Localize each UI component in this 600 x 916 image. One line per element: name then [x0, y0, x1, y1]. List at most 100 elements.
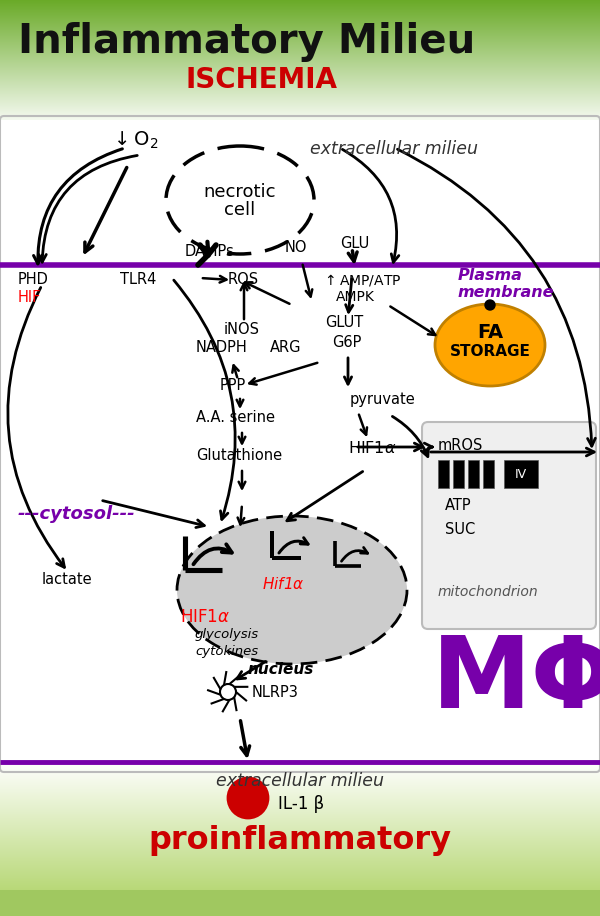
Bar	[0, 79, 600, 80]
Bar	[0, 814, 600, 815]
Bar	[0, 13, 600, 14]
Bar	[0, 765, 600, 766]
Bar	[0, 80, 600, 81]
Bar	[0, 44, 600, 45]
Text: iNOS: iNOS	[224, 322, 260, 337]
Bar	[0, 12, 600, 13]
Bar	[0, 70, 600, 71]
Bar	[0, 839, 600, 840]
Bar	[0, 856, 600, 857]
Bar	[0, 47, 600, 48]
Bar	[0, 119, 600, 120]
Bar	[0, 855, 600, 856]
Bar	[0, 808, 600, 809]
Bar	[0, 879, 600, 880]
Bar	[0, 6, 600, 7]
Bar	[0, 873, 600, 874]
Bar	[0, 779, 600, 780]
Bar	[0, 784, 600, 785]
Text: mROS: mROS	[438, 438, 484, 453]
Bar	[0, 64, 600, 65]
Bar	[0, 876, 600, 877]
Text: ISCHEMIA: ISCHEMIA	[185, 66, 337, 94]
Text: FA: FA	[477, 322, 503, 342]
Bar	[0, 56, 600, 57]
Bar	[483, 460, 494, 488]
Bar	[0, 42, 600, 43]
Bar	[0, 104, 600, 105]
Bar	[0, 9, 600, 10]
Text: ATP: ATP	[445, 498, 472, 513]
Bar	[0, 826, 600, 827]
Bar	[0, 889, 600, 890]
Bar	[0, 863, 600, 864]
Bar	[0, 837, 600, 838]
Bar	[453, 460, 464, 488]
Bar	[0, 28, 600, 29]
Bar	[0, 118, 600, 119]
Bar	[0, 774, 600, 775]
Bar	[0, 45, 600, 46]
Bar	[0, 842, 600, 843]
Bar	[0, 117, 600, 118]
Bar	[0, 0, 600, 1]
Bar	[0, 115, 600, 116]
Text: cytokines: cytokines	[195, 645, 258, 658]
Bar	[0, 110, 600, 111]
Bar	[0, 804, 600, 805]
Text: cell: cell	[224, 201, 256, 219]
Bar	[0, 829, 600, 830]
Bar	[0, 760, 600, 761]
Bar	[0, 803, 600, 804]
Text: ARG: ARG	[270, 340, 302, 355]
Bar	[0, 766, 600, 767]
Bar	[0, 770, 600, 771]
Bar	[0, 90, 600, 91]
Bar	[0, 11, 600, 12]
Bar	[0, 4, 600, 5]
Bar	[0, 885, 600, 886]
Bar	[0, 49, 600, 50]
Bar	[0, 886, 600, 887]
Bar	[0, 122, 600, 123]
Ellipse shape	[435, 304, 545, 386]
Bar	[0, 124, 600, 125]
Text: HIF1$\alpha$: HIF1$\alpha$	[348, 440, 397, 456]
Bar	[0, 16, 600, 17]
Text: $\downarrow$O$_2$: $\downarrow$O$_2$	[110, 130, 159, 151]
Bar	[0, 19, 600, 20]
Bar	[0, 51, 600, 52]
Bar	[0, 834, 600, 835]
Bar	[0, 15, 600, 16]
Bar	[0, 881, 600, 882]
Bar	[0, 883, 600, 884]
Bar	[0, 71, 600, 72]
Text: IL-1 β: IL-1 β	[278, 795, 324, 813]
Bar	[0, 29, 600, 30]
Bar	[0, 786, 600, 787]
Bar	[0, 113, 600, 114]
Text: mitochondrion: mitochondrion	[438, 585, 539, 599]
Bar	[0, 86, 600, 87]
Text: PHD: PHD	[18, 272, 49, 287]
FancyBboxPatch shape	[422, 422, 596, 629]
Bar	[0, 43, 600, 44]
Bar	[0, 831, 600, 832]
Bar	[0, 101, 600, 102]
Bar	[0, 783, 600, 784]
Bar	[0, 74, 600, 75]
Ellipse shape	[177, 516, 407, 664]
Bar	[0, 89, 600, 90]
Bar	[0, 789, 600, 790]
Bar	[0, 7, 600, 8]
Bar	[0, 105, 600, 106]
Bar	[0, 807, 600, 808]
Bar	[0, 787, 600, 788]
Bar	[0, 882, 600, 883]
Bar	[0, 816, 600, 817]
Bar	[0, 98, 600, 99]
Bar	[0, 801, 600, 802]
Bar	[0, 805, 600, 806]
Bar	[0, 83, 600, 84]
Text: DAMPs: DAMPs	[185, 244, 235, 259]
